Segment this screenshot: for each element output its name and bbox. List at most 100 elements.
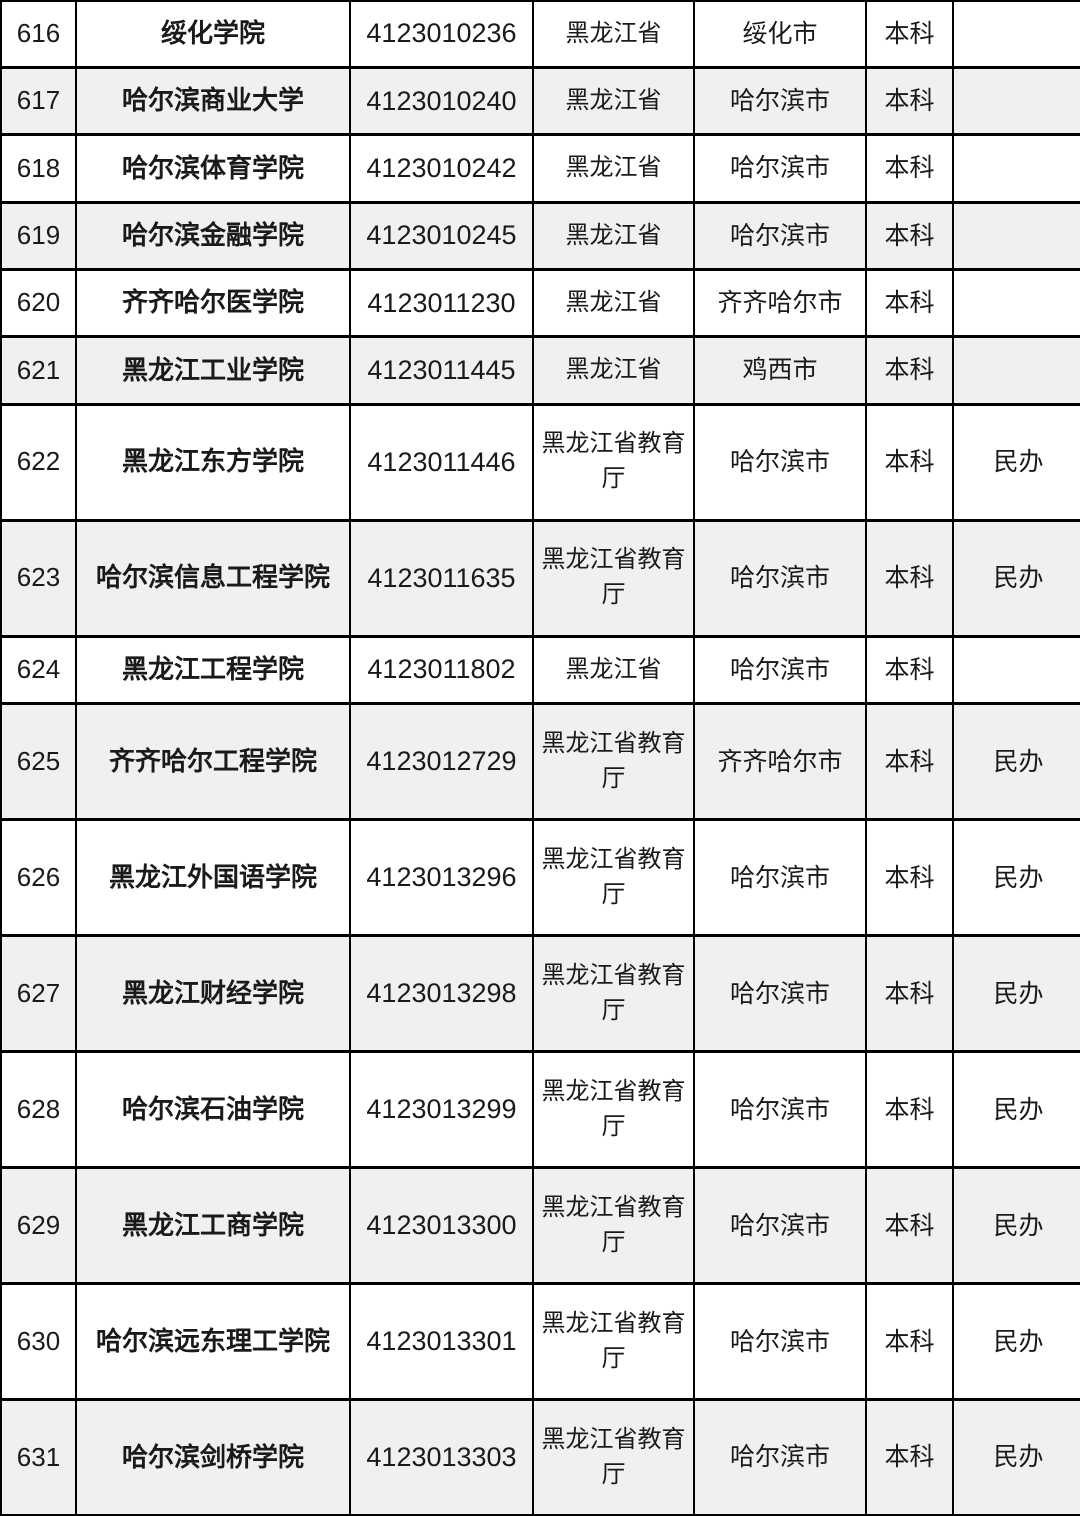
school-code-cell: 4123012729 [349,702,534,822]
ownership-cell: 民办 [952,1398,1080,1516]
authority-cell: 黑龙江省教育厅 [532,402,695,522]
university-name-cell: 黑龙江工程学院 [75,634,351,706]
ownership-cell: 民办 [952,934,1080,1054]
education-level-cell: 本科 [865,1398,954,1516]
row-number-cell: 625 [0,702,77,822]
authority-cell: 黑龙江省 [532,268,695,339]
school-code-cell: 4123010240 [349,66,534,137]
row-number-cell: 622 [0,402,77,522]
row-number-cell: 618 [0,133,77,204]
education-level-cell: 本科 [865,702,954,822]
city-cell: 哈尔滨市 [693,934,867,1054]
school-code-cell: 4123011446 [349,402,534,522]
table-row: 630 哈尔滨远东理工学院 4123013301 黑龙江省教育厅 哈尔滨市 本科… [0,1282,1080,1402]
school-code-cell: 4123011445 [349,335,534,406]
row-number-cell: 620 [0,268,77,339]
ownership-cell [952,335,1080,406]
ownership-cell [952,133,1080,204]
table-row: 622 黑龙江东方学院 4123011446 黑龙江省教育厅 哈尔滨市 本科 民… [0,402,1080,522]
ownership-cell: 民办 [952,1166,1080,1286]
ownership-cell: 民办 [952,402,1080,522]
education-level-cell: 本科 [865,200,954,272]
university-name-cell: 哈尔滨剑桥学院 [75,1398,351,1516]
table-row: 631 哈尔滨剑桥学院 4123013303 黑龙江省教育厅 哈尔滨市 本科 民… [0,1398,1080,1516]
university-name-cell: 绥化学院 [75,0,351,70]
ownership-cell: 民办 [952,818,1080,938]
authority-cell: 黑龙江省教育厅 [532,1166,695,1286]
row-number-cell: 631 [0,1398,77,1516]
school-code-cell: 4123011635 [349,518,534,638]
authority-cell: 黑龙江省 [532,133,695,204]
school-code-cell: 4123011802 [349,634,534,706]
authority-cell: 黑龙江省教育厅 [532,518,695,638]
university-name-cell: 黑龙江外国语学院 [75,818,351,938]
authority-cell: 黑龙江省 [532,66,695,137]
authority-cell: 黑龙江省教育厅 [532,818,695,938]
city-cell: 哈尔滨市 [693,66,867,137]
education-level-cell: 本科 [865,634,954,706]
row-number-cell: 628 [0,1050,77,1170]
authority-cell: 黑龙江省 [532,634,695,706]
table-row: 629 黑龙江工商学院 4123013300 黑龙江省教育厅 哈尔滨市 本科 民… [0,1166,1080,1286]
ownership-cell [952,268,1080,339]
row-number-cell: 624 [0,634,77,706]
ownership-cell: 民办 [952,518,1080,638]
city-cell: 哈尔滨市 [693,818,867,938]
school-code-cell: 4123013296 [349,818,534,938]
university-name-cell: 哈尔滨石油学院 [75,1050,351,1170]
city-cell: 哈尔滨市 [693,518,867,638]
education-level-cell: 本科 [865,402,954,522]
education-level-cell: 本科 [865,1050,954,1170]
row-number-cell: 623 [0,518,77,638]
education-level-cell: 本科 [865,1282,954,1402]
table-row: 627 黑龙江财经学院 4123013298 黑龙江省教育厅 哈尔滨市 本科 民… [0,934,1080,1054]
table-row: 619 哈尔滨金融学院 4123010245 黑龙江省 哈尔滨市 本科 [0,200,1080,272]
table-row: 623 哈尔滨信息工程学院 4123011635 黑龙江省教育厅 哈尔滨市 本科… [0,518,1080,638]
education-level-cell: 本科 [865,133,954,204]
ownership-cell [952,66,1080,137]
university-name-cell: 齐齐哈尔工程学院 [75,702,351,822]
table-row: 625 齐齐哈尔工程学院 4123012729 黑龙江省教育厅 齐齐哈尔市 本科… [0,702,1080,822]
ownership-cell [952,200,1080,272]
university-name-cell: 哈尔滨信息工程学院 [75,518,351,638]
table-row: 620 齐齐哈尔医学院 4123011230 黑龙江省 齐齐哈尔市 本科 [0,268,1080,339]
education-level-cell: 本科 [865,335,954,406]
row-number-cell: 621 [0,335,77,406]
ownership-cell: 民办 [952,1050,1080,1170]
education-level-cell: 本科 [865,934,954,1054]
authority-cell: 黑龙江省教育厅 [532,934,695,1054]
university-name-cell: 齐齐哈尔医学院 [75,268,351,339]
city-cell: 哈尔滨市 [693,1166,867,1286]
education-level-cell: 本科 [865,518,954,638]
university-name-cell: 黑龙江东方学院 [75,402,351,522]
city-cell: 齐齐哈尔市 [693,702,867,822]
authority-cell: 黑龙江省教育厅 [532,1398,695,1516]
school-code-cell: 4123013300 [349,1166,534,1286]
city-cell: 哈尔滨市 [693,1282,867,1402]
city-cell: 哈尔滨市 [693,634,867,706]
education-level-cell: 本科 [865,818,954,938]
authority-cell: 黑龙江省 [532,200,695,272]
city-cell: 哈尔滨市 [693,200,867,272]
authority-cell: 黑龙江省 [532,0,695,70]
ownership-cell [952,634,1080,706]
school-code-cell: 4123013301 [349,1282,534,1402]
table-row: 624 黑龙江工程学院 4123011802 黑龙江省 哈尔滨市 本科 [0,634,1080,706]
education-level-cell: 本科 [865,66,954,137]
school-code-cell: 4123010245 [349,200,534,272]
education-level-cell: 本科 [865,0,954,70]
table-row: 617 哈尔滨商业大学 4123010240 黑龙江省 哈尔滨市 本科 [0,66,1080,137]
table-row: 626 黑龙江外国语学院 4123013296 黑龙江省教育厅 哈尔滨市 本科 … [0,818,1080,938]
row-number-cell: 629 [0,1166,77,1286]
city-cell: 绥化市 [693,0,867,70]
education-level-cell: 本科 [865,1166,954,1286]
authority-cell: 黑龙江省 [532,335,695,406]
school-code-cell: 4123013298 [349,934,534,1054]
university-name-cell: 哈尔滨远东理工学院 [75,1282,351,1402]
ownership-cell [952,0,1080,70]
row-number-cell: 616 [0,0,77,70]
ownership-cell: 民办 [952,1282,1080,1402]
university-name-cell: 哈尔滨金融学院 [75,200,351,272]
school-code-cell: 4123010242 [349,133,534,204]
